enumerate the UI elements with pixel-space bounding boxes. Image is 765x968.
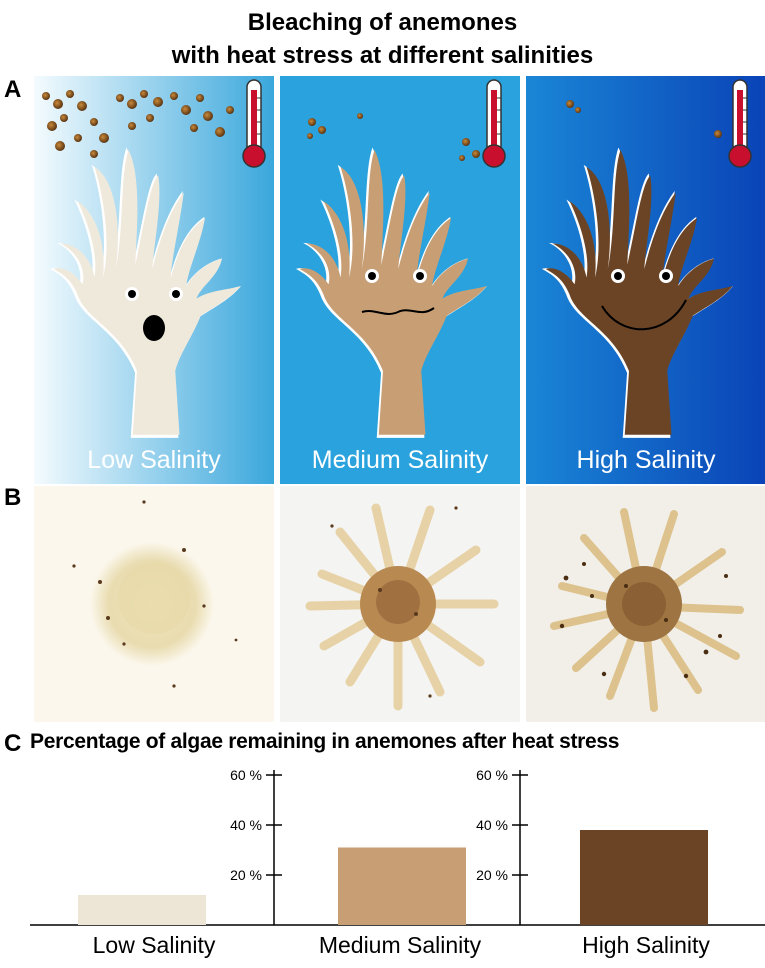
bar-2 — [580, 830, 708, 925]
y-tick-label: 40 % — [476, 817, 508, 833]
high-salinity-anemone-photo — [526, 486, 765, 722]
panel-label-c: C — [4, 730, 22, 757]
algae-cells-medium — [307, 113, 480, 161]
figure-title: Bleaching of anemones with heat stress a… — [0, 6, 765, 72]
y-tick-label: 40 % — [230, 817, 262, 833]
medium-salinity-panel: Medium Salinity — [280, 76, 520, 484]
face-wavy — [361, 269, 435, 315]
low-salinity-anemone-photo — [34, 486, 274, 722]
bar-1 — [338, 847, 466, 925]
panel-name-low: Low Salinity — [87, 446, 221, 474]
thermometer-icon — [242, 79, 266, 168]
figure-title-line1: Bleaching of anemones — [247, 9, 518, 36]
thermometer-icon — [482, 79, 506, 168]
panel-label-a: A — [4, 76, 22, 103]
figure-title-line2: with heat stress at different salinities — [171, 42, 594, 69]
y-tick-label: 60 % — [476, 767, 508, 783]
category-label-high: High Salinity — [582, 932, 710, 958]
y-tick-label: 60 % — [230, 767, 262, 783]
category-label-medium: Medium Salinity — [318, 932, 482, 958]
face-smile — [601, 269, 687, 331]
algae-remaining-bar-chart: 20 % 40 % 60 % 20 % 40 % 60 % — [30, 767, 765, 926]
medium-salinity-anemone-photo — [280, 486, 520, 722]
chart-title: Percentage of algae remaining in anemone… — [30, 730, 620, 753]
algae-cells-high — [566, 100, 722, 138]
high-salinity-panel: High Salinity — [526, 76, 765, 484]
panel-name-medium: Medium Salinity — [311, 446, 489, 474]
y-tick-label: 20 % — [230, 867, 262, 883]
face-surprised — [125, 287, 183, 341]
panel-name-high: High Salinity — [576, 446, 716, 474]
panel-label-b: B — [4, 484, 22, 511]
algae-cells-low — [42, 90, 234, 158]
low-salinity-panel: Low Salinity — [34, 76, 274, 484]
y-tick-label: 20 % — [476, 867, 508, 883]
thermometer-icon — [728, 79, 752, 168]
bar-0 — [78, 895, 206, 925]
category-label-low: Low Salinity — [92, 932, 216, 958]
